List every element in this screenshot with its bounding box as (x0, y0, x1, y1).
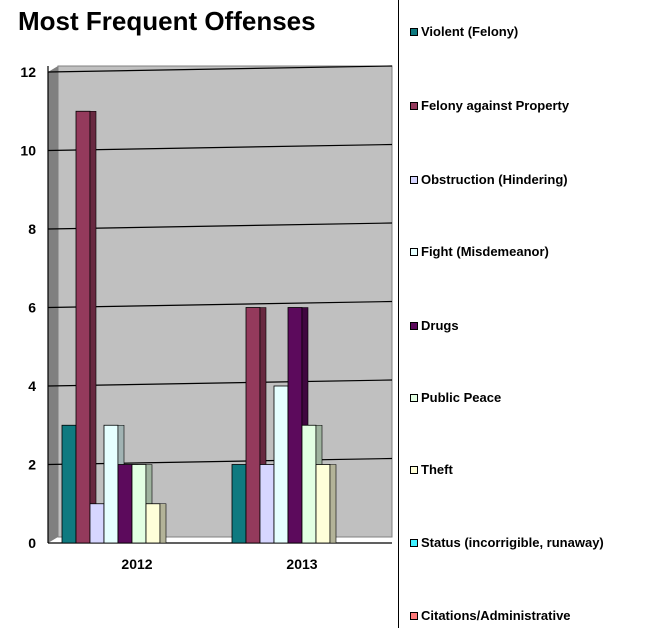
bar (131, 464, 147, 544)
gridline (47, 300, 393, 309)
bar-side (329, 464, 337, 544)
legend-swatch (410, 538, 418, 547)
bar (89, 503, 105, 544)
legend-item: Theft (410, 462, 453, 477)
legend-item: Public Peace (410, 390, 501, 405)
legend-label: Obstruction (Hindering) (421, 172, 568, 187)
bar (287, 307, 303, 544)
chart-title: Most Frequent Offenses (18, 6, 316, 36)
legend-swatch (410, 101, 418, 110)
legend-item: Citations/Administrative (410, 608, 571, 623)
legend-label: Citations/Administrative (421, 608, 571, 623)
bar (61, 424, 77, 544)
x-tick-label: 2012 (121, 556, 152, 572)
gridline (47, 379, 393, 387)
legend-label: Felony against Property (421, 98, 570, 113)
legend-label: Public Peace (421, 390, 502, 405)
legend-label: Theft (421, 462, 453, 477)
legend-label: Fight (Misdemeanor) (421, 244, 549, 259)
gridline (47, 65, 393, 73)
bar (315, 464, 331, 544)
legend-label: Drugs (421, 318, 459, 333)
legend-item: Obstruction (Hindering) (410, 172, 568, 187)
y-tick-label: 8 (28, 221, 36, 237)
legend-swatch (410, 175, 418, 184)
legend-item: Felony against Property (410, 98, 569, 113)
legend-item: Status (incorrigible, runaway) (410, 535, 604, 550)
legend-label: Violent (Felony) (421, 24, 519, 39)
legend-item: Drugs (410, 318, 459, 333)
bar (103, 424, 119, 544)
legend-item: Violent (Felony) (410, 24, 518, 39)
legend-swatch (410, 27, 418, 36)
bar (273, 385, 289, 544)
legend-swatch (410, 321, 418, 330)
bar-side (159, 503, 167, 544)
chart-legend: Violent (Felony) Felony against Property O… (410, 0, 656, 628)
legend-swatch (410, 393, 418, 402)
gridline (47, 143, 393, 152)
chart-side-wall (48, 66, 58, 543)
y-tick-label: 6 (28, 300, 36, 316)
y-tick-label: 12 (20, 64, 36, 80)
x-tick-label: 2013 (286, 556, 317, 572)
gridline (47, 222, 393, 230)
bar-side (89, 110, 97, 544)
bar (75, 110, 91, 544)
y-tick-label: 0 (28, 535, 36, 551)
bar (117, 464, 133, 544)
legend-swatch (410, 465, 418, 474)
bar-chart: 0 2 4 6 8 10 12 2012 2013 (20, 64, 393, 572)
bar (231, 464, 247, 544)
bar (301, 424, 317, 544)
legend-item: Fight (Misdemeanor) (410, 244, 549, 259)
bar (145, 503, 161, 544)
bar (259, 464, 275, 544)
legend-divider (398, 0, 399, 628)
y-tick-label: 4 (28, 378, 36, 394)
y-tick-label: 10 (20, 143, 36, 159)
legend-label: Status (incorrigible, runaway) (421, 535, 604, 550)
y-tick-label: 2 (28, 457, 36, 473)
legend-swatch (410, 611, 418, 620)
bar (245, 307, 261, 544)
legend-swatch (410, 247, 418, 256)
